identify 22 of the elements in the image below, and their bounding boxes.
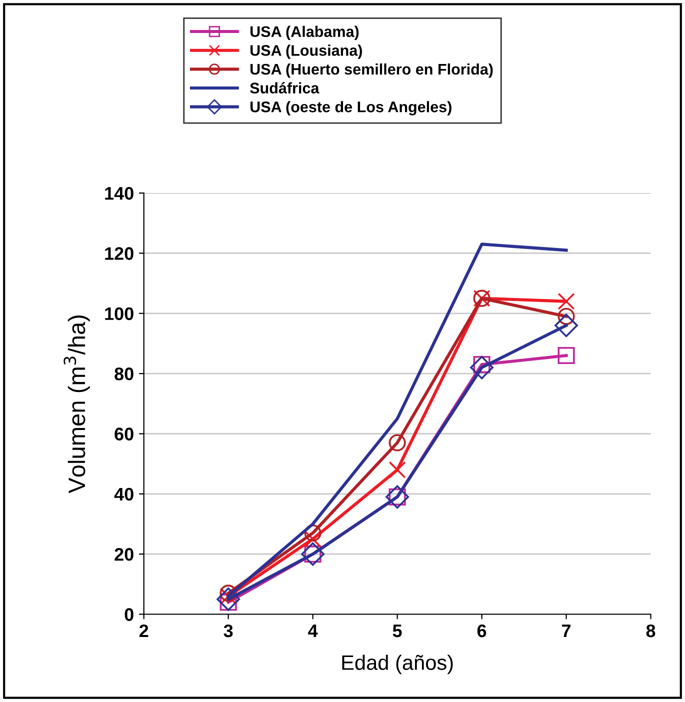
y-tick-label: 120	[105, 247, 134, 260]
legend-label: USA (Alabama)	[250, 26, 359, 40]
x-tick-label: 3	[224, 624, 233, 638]
y-tick-label: 0	[124, 608, 134, 621]
x-tick-label: 8	[646, 624, 656, 638]
y-tick-label: 20	[114, 548, 134, 561]
y-tick-label: 60	[114, 428, 134, 440]
y-axis-title: Volumen (m$^{3}$/ha)	[64, 315, 90, 494]
legend-label: USA (oeste de Los Angeles)	[250, 101, 452, 116]
legend-label: USA (Huerto semillero en Florida)	[250, 63, 493, 78]
x-axis-title: Edad (años)	[342, 654, 453, 674]
x-tick-label: 2	[139, 624, 148, 638]
legend-label: USA (Lousiana)	[250, 44, 362, 59]
x-tick-label: 7	[562, 624, 570, 638]
x-tick-label: 5	[392, 624, 402, 638]
x-tick-label: 6	[477, 624, 486, 638]
y-tick-label: 100	[105, 307, 134, 320]
y-tick-label: 80	[114, 368, 134, 380]
y-tick-label: 140	[105, 186, 134, 200]
y-tick-label: 40	[114, 488, 134, 501]
legend-label: Sudáfrica	[250, 82, 320, 94]
x-tick-label: 4	[308, 624, 318, 638]
